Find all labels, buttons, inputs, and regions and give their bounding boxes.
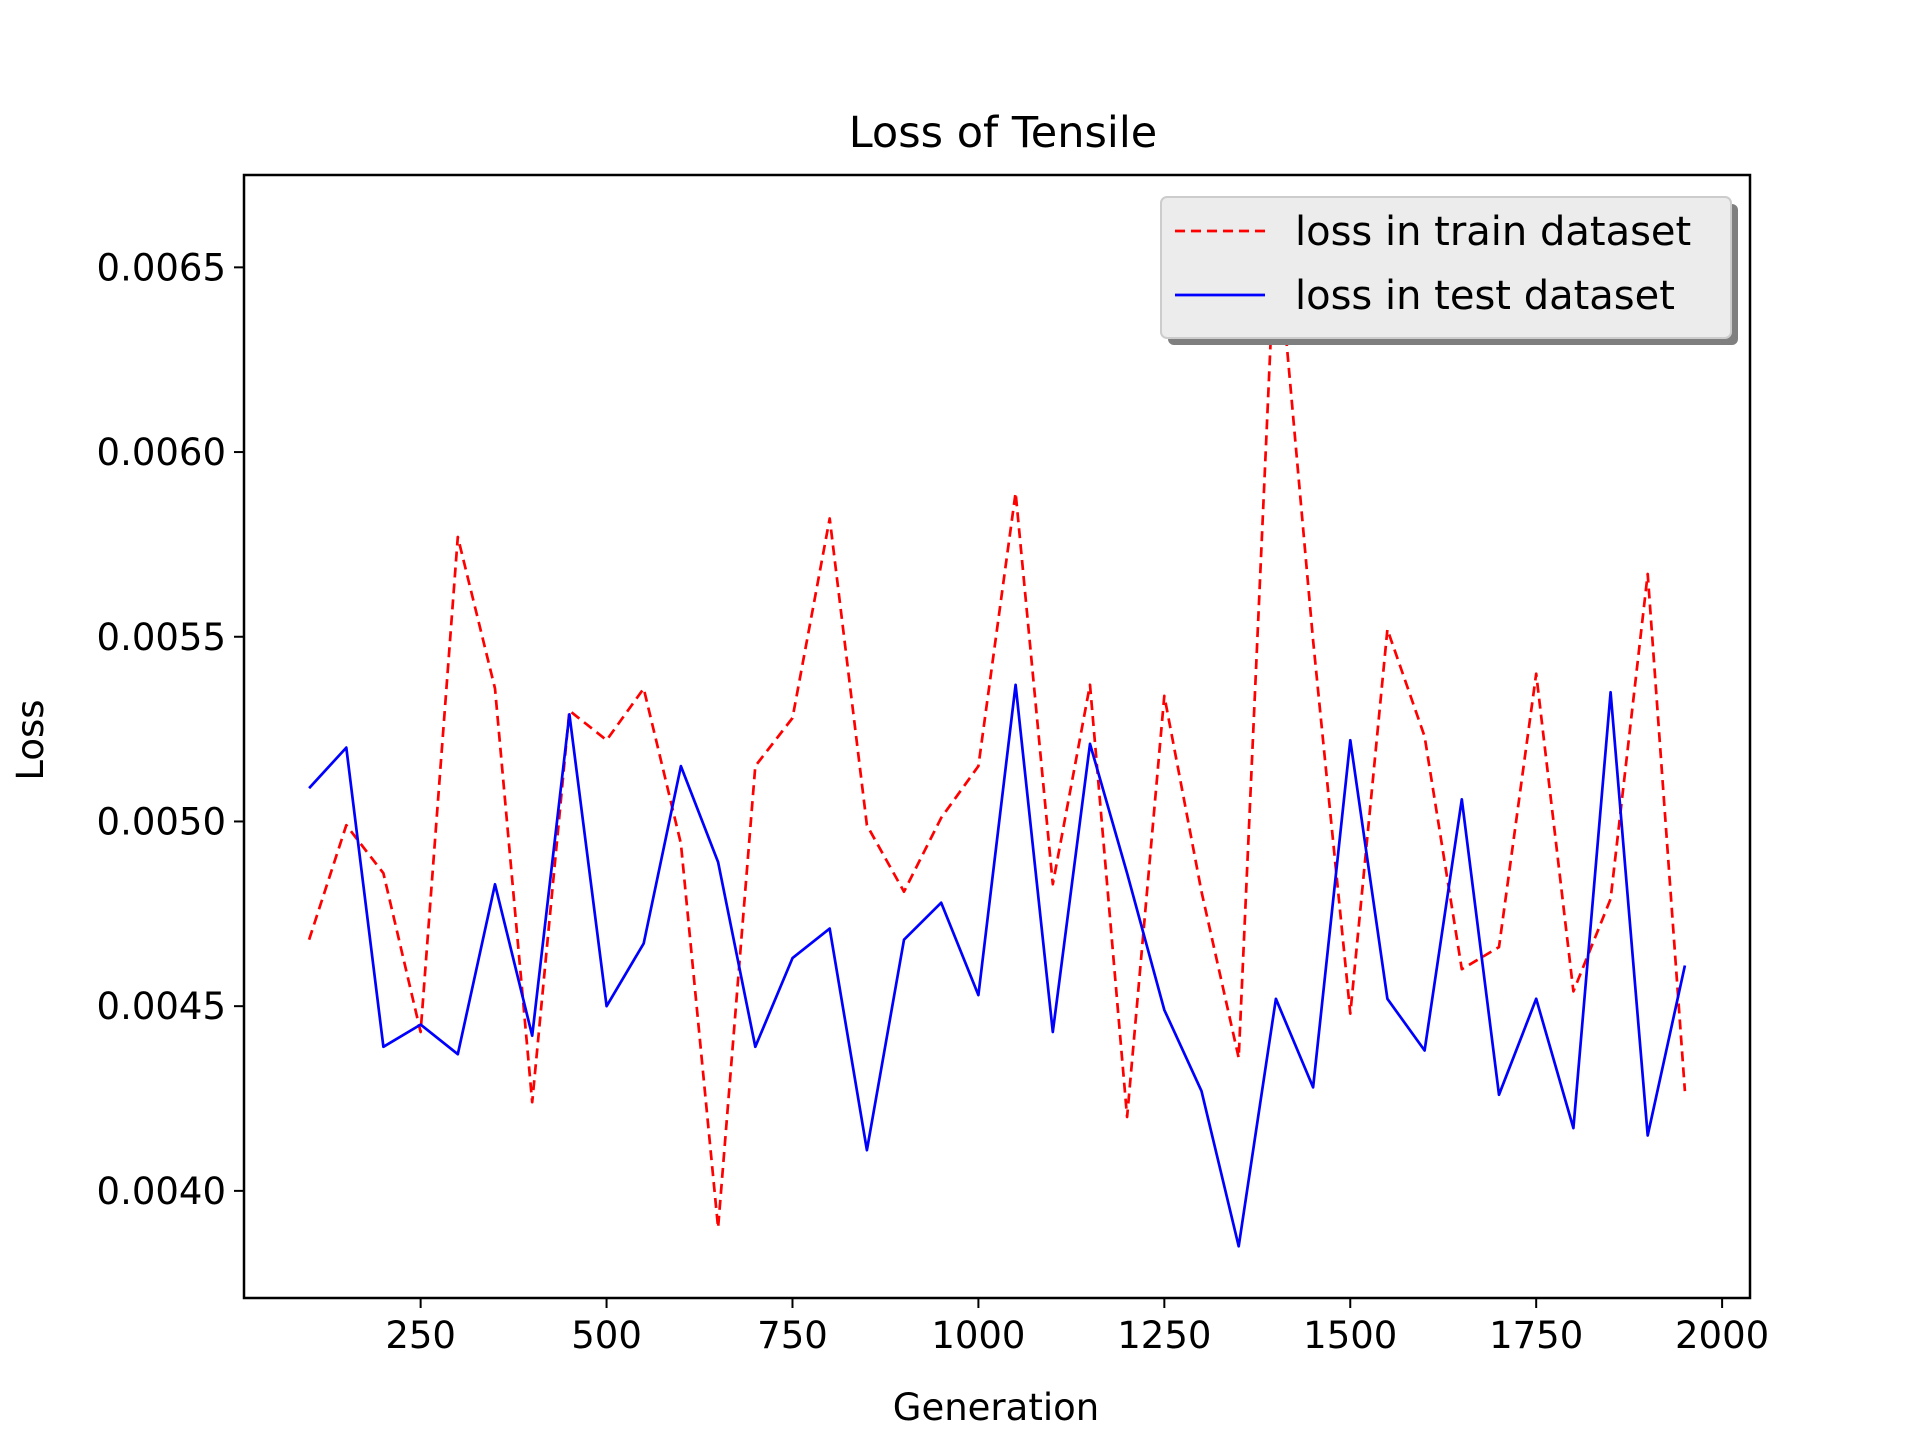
x-tick-label: 1250: [1117, 1314, 1211, 1357]
y-tick-label: 0.0055: [97, 616, 226, 659]
series-line-train: [307, 221, 1687, 1230]
x-tick-label: 1500: [1303, 1314, 1397, 1357]
legend-box: [1160, 196, 1732, 339]
series-line-test: [308, 683, 1687, 1248]
x-tick-label: 2000: [1675, 1314, 1769, 1357]
plot-series: [307, 221, 1687, 1248]
y-tick-label: 0.0040: [97, 1170, 226, 1213]
plot-frame: [242, 173, 1752, 1300]
y-tick-label: 0.0060: [97, 431, 226, 474]
y-axis-label: Loss: [9, 699, 52, 780]
chart-title: Loss of Tensile: [849, 108, 1158, 158]
x-axis-label: Generation: [893, 1386, 1099, 1429]
x-tick-label: 250: [385, 1314, 456, 1357]
y-axis-ticks: 0.0040 0.0045 0.0050 0.0055 0.0060 0.0065: [97, 246, 244, 1213]
y-tick-label: 0.0065: [97, 246, 226, 289]
legend-label-test: loss in test dataset: [1295, 273, 1675, 319]
x-tick-label: 1750: [1489, 1314, 1583, 1357]
legend: loss in train dataset loss in test datas…: [1160, 196, 1738, 345]
y-tick-label: 0.0045: [97, 985, 226, 1028]
x-tick-label: 750: [757, 1314, 828, 1357]
x-tick-label: 1000: [931, 1314, 1025, 1357]
legend-label-train: loss in train dataset: [1295, 209, 1691, 255]
x-tick-label: 500: [571, 1314, 642, 1357]
x-axis-ticks: 250 500 750 1000 1250 1500 1750 2000: [385, 1298, 1769, 1357]
y-tick-label: 0.0050: [97, 800, 226, 843]
